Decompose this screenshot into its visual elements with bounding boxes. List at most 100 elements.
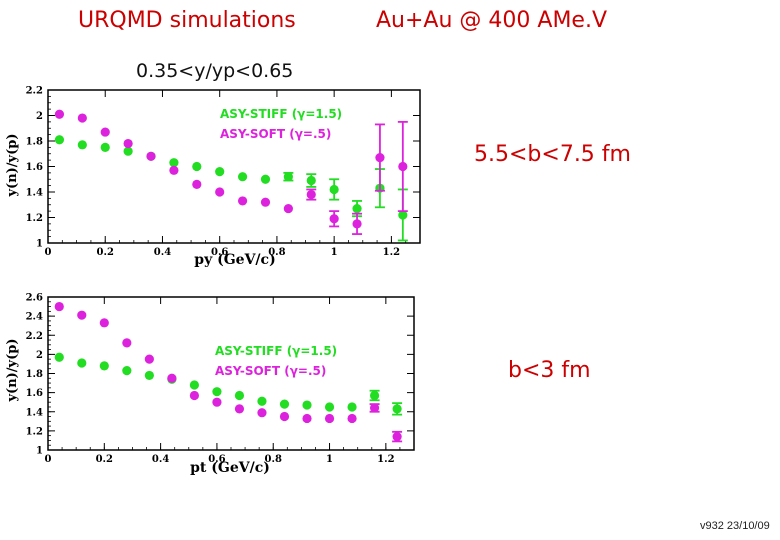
data-point	[329, 214, 339, 224]
series-stiff	[54, 135, 408, 242]
data-point	[234, 404, 245, 414]
y-tick-label: 1.8	[26, 369, 43, 380]
series-stiff	[54, 352, 403, 416]
data-point	[77, 113, 87, 123]
series-soft	[54, 109, 408, 235]
legend-entry: ASY-SOFT (γ=.5)	[215, 364, 326, 378]
y-axis-label: y(n)/y(p)	[5, 338, 20, 402]
data-point	[169, 165, 179, 175]
data-point	[369, 390, 380, 401]
data-point	[215, 167, 225, 177]
data-point	[283, 203, 293, 214]
data-point	[302, 400, 312, 410]
data-point	[144, 354, 154, 364]
x-tick-label: 0	[45, 454, 52, 465]
data-point	[77, 140, 87, 150]
data-point	[100, 142, 110, 152]
x-tick-label: 0.6	[208, 454, 225, 465]
data-point	[392, 432, 402, 442]
data-point	[189, 380, 199, 390]
centrality-bottom-label: b<3 fm	[508, 358, 591, 383]
y-tick-label: 1.2	[26, 213, 43, 224]
data-point	[375, 152, 385, 163]
data-point	[212, 397, 222, 407]
x-axis-label: py (GeV/c)	[194, 252, 275, 268]
data-point	[167, 373, 177, 383]
data-point	[324, 413, 335, 424]
data-point	[283, 172, 293, 182]
series-soft	[54, 301, 403, 443]
data-point	[54, 352, 64, 362]
data-point	[257, 408, 267, 418]
title-urqmd: URQMD simulations	[78, 8, 296, 33]
data-point	[392, 404, 402, 414]
data-point	[122, 338, 132, 348]
data-point	[279, 399, 290, 409]
x-tick-label: 0.2	[97, 247, 114, 258]
data-point	[169, 158, 179, 168]
x-tick-label: 0.4	[154, 247, 171, 258]
x-tick-label: 0.8	[265, 454, 282, 465]
plot-panel-2: 0 0.2 0.4 0.6 0.8 1 1.2 1 1.2 1.4 1.6 1.8 2 2.2 2.4 2.6…	[5, 293, 415, 476]
data-point	[189, 390, 199, 401]
legend-entry: ASY-STIFF (γ=1.5)	[215, 344, 337, 358]
x-tick-label: 0	[45, 247, 52, 258]
data-point	[192, 161, 202, 172]
data-point	[77, 358, 87, 368]
data-point	[302, 413, 312, 424]
y-tick-label: 1.8	[26, 137, 43, 148]
x-tick-label: 0.6	[211, 247, 228, 258]
centrality-top-label: 5.5<b<7.5 fm	[474, 142, 631, 167]
y-tick-label: 1.4	[26, 407, 43, 418]
data-point	[237, 172, 248, 182]
x-tick-label: 1	[331, 247, 338, 258]
data-point	[99, 361, 109, 371]
plot-panel-1: 0 0.2 0.4 0.6 0.8 1 1.2 1 1.2 1.4 1.6 1.8 2 2.2 py (Ge…	[5, 86, 421, 268]
y-tick-label: 2	[36, 111, 43, 122]
y-tick-label: 1	[36, 239, 43, 250]
data-point	[329, 184, 339, 195]
y-tick-label: 2.4	[26, 312, 43, 323]
legend-entry: ASY-SOFT (γ=.5)	[220, 127, 331, 141]
data-point	[100, 127, 110, 137]
legend-entry: ASY-STIFF (γ=1.5)	[220, 107, 342, 121]
rapidity-cut-label: 0.35<y/yp<0.65	[136, 60, 294, 82]
data-point	[398, 161, 408, 172]
data-point	[99, 318, 109, 328]
data-point	[306, 189, 316, 200]
x-axis-label: pt (GeV/c)	[190, 460, 270, 476]
y-tick-label: 2.2	[26, 86, 43, 97]
data-point	[212, 387, 222, 397]
data-point	[144, 370, 154, 381]
y-tick-label: 2	[36, 350, 43, 361]
footer-version: v932 23/10/09	[700, 520, 770, 532]
x-tick-label: 0.2	[96, 454, 113, 465]
data-point	[237, 196, 248, 206]
data-point	[123, 146, 133, 156]
y-tick-label: 2.6	[26, 293, 43, 304]
y-tick-label: 1.6	[26, 162, 43, 173]
data-point	[347, 402, 357, 412]
data-point	[279, 411, 290, 422]
data-point	[146, 151, 156, 161]
data-point	[54, 135, 65, 145]
data-point	[215, 187, 225, 197]
data-point	[369, 403, 380, 413]
x-tick-label: 0.4	[152, 454, 169, 465]
data-point	[122, 366, 132, 376]
y-tick-label: 2.2	[26, 331, 43, 342]
data-point	[54, 109, 65, 119]
x-tick-label: 1.2	[377, 454, 394, 465]
data-point	[352, 219, 362, 229]
y-tick-label: 1.4	[26, 188, 43, 199]
x-tick-label: 1.2	[383, 247, 400, 258]
data-point	[123, 138, 133, 149]
data-point	[257, 396, 267, 406]
y-tick-label: 1	[36, 446, 43, 457]
title-system: Au+Au @ 400 AMe.V	[376, 8, 607, 33]
data-point	[192, 179, 202, 189]
data-point	[306, 175, 316, 186]
data-point	[324, 402, 335, 412]
data-point	[352, 203, 362, 214]
data-point	[347, 413, 357, 424]
